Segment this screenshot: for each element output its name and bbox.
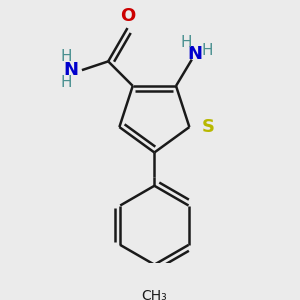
Text: N: N bbox=[188, 45, 203, 63]
Text: H: H bbox=[60, 49, 72, 64]
Text: H: H bbox=[202, 43, 213, 58]
Text: H: H bbox=[181, 34, 192, 50]
Text: CH₃: CH₃ bbox=[142, 289, 167, 300]
Text: H: H bbox=[60, 75, 72, 90]
Text: N: N bbox=[63, 61, 78, 79]
Text: O: O bbox=[120, 7, 135, 25]
Text: S: S bbox=[202, 118, 215, 136]
